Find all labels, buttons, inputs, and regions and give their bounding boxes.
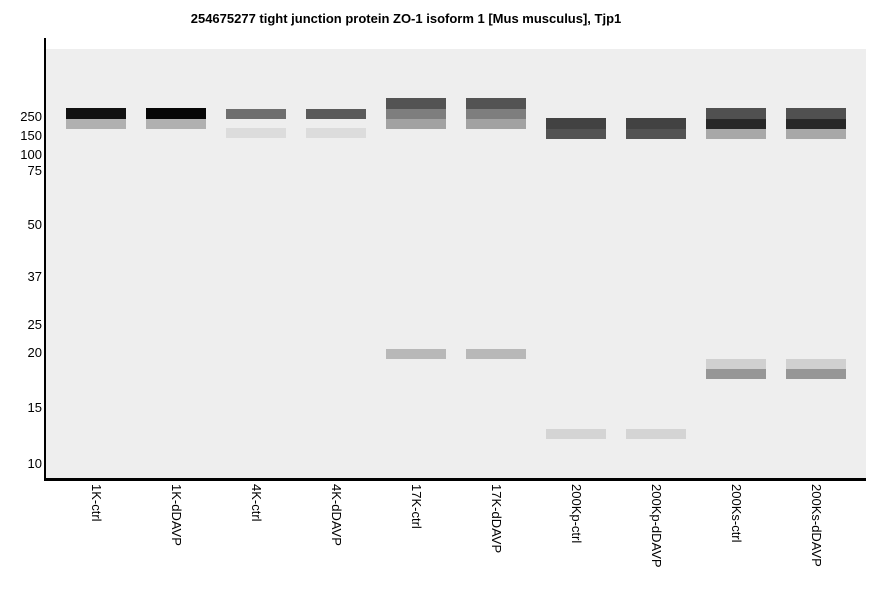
lane-label: 200Kp-dDAVP bbox=[649, 484, 664, 568]
y-tick-label: 15 bbox=[27, 400, 42, 415]
y-tick-label: 250 bbox=[20, 109, 42, 124]
gel-band bbox=[626, 129, 686, 139]
gel-band bbox=[786, 359, 846, 369]
gel-band bbox=[226, 109, 286, 119]
y-tick-label: 50 bbox=[27, 217, 42, 232]
gel-band bbox=[386, 109, 446, 119]
y-tick-label: 37 bbox=[27, 269, 42, 284]
x-axis-line bbox=[44, 478, 866, 481]
gel-band bbox=[226, 128, 286, 138]
lane-label: 200Ks-dDAVP bbox=[809, 484, 824, 567]
gel-band bbox=[146, 108, 206, 119]
y-tick-label: 25 bbox=[27, 317, 42, 332]
gel-band bbox=[66, 108, 126, 119]
gel-band bbox=[386, 119, 446, 129]
y-tick-label: 10 bbox=[27, 456, 42, 471]
gel-band bbox=[306, 109, 366, 119]
gel-band bbox=[386, 349, 446, 359]
gel-band bbox=[706, 119, 766, 129]
gel-band bbox=[546, 118, 606, 129]
gel-band bbox=[786, 369, 846, 379]
gel-band bbox=[466, 119, 526, 129]
lane-label: 200Kp-ctrl bbox=[569, 484, 584, 544]
gel-band bbox=[466, 98, 526, 109]
gel-band bbox=[786, 119, 846, 129]
gel-band bbox=[306, 128, 366, 138]
gel-band bbox=[466, 349, 526, 359]
lane-label: 17K-ctrl bbox=[409, 484, 424, 529]
gel-band bbox=[546, 429, 606, 439]
gel-band bbox=[786, 129, 846, 139]
gel-band bbox=[66, 119, 126, 129]
gel-band bbox=[706, 369, 766, 379]
gel-band bbox=[626, 118, 686, 129]
y-tick-label: 150 bbox=[20, 128, 42, 143]
gel-band bbox=[706, 108, 766, 119]
y-tick-label: 100 bbox=[20, 147, 42, 162]
lane-label: 17K-dDAVP bbox=[489, 484, 504, 554]
gel-band bbox=[706, 129, 766, 139]
y-tick-label: 20 bbox=[27, 345, 42, 360]
y-axis-line bbox=[44, 38, 46, 481]
gel-band bbox=[786, 108, 846, 119]
lane-label: 1K-dDAVP bbox=[169, 484, 184, 546]
gel-band bbox=[546, 129, 606, 139]
figure-title: 254675277 tight junction protein ZO-1 is… bbox=[190, 11, 622, 26]
gel-band bbox=[386, 98, 446, 109]
lane-label: 4K-dDAVP bbox=[329, 484, 344, 546]
lane-label: 4K-ctrl bbox=[249, 484, 264, 522]
gel-band bbox=[466, 109, 526, 119]
lane-label: 1K-ctrl bbox=[89, 484, 104, 522]
gel-band bbox=[146, 119, 206, 129]
y-tick-label: 75 bbox=[27, 163, 42, 178]
gel-band bbox=[706, 359, 766, 369]
lane-label: 200Ks-ctrl bbox=[729, 484, 744, 543]
gel-band bbox=[626, 429, 686, 439]
